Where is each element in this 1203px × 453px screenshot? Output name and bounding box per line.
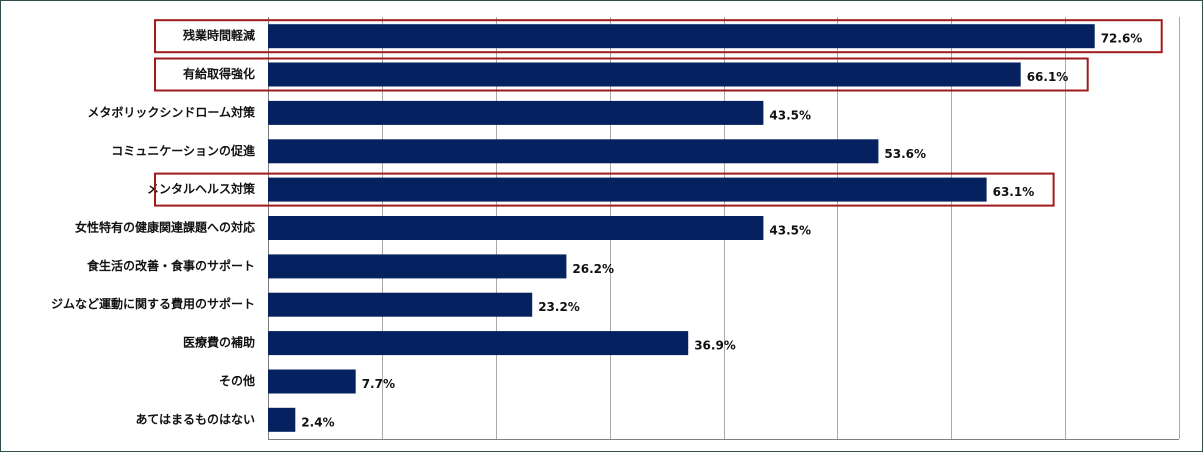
value-label: 2.4% bbox=[301, 415, 334, 429]
value-label: 26.2% bbox=[572, 262, 614, 276]
bar bbox=[268, 216, 764, 240]
category-label: メンタルヘルス対策 bbox=[147, 181, 256, 196]
bar bbox=[268, 177, 987, 202]
value-label: 43.5% bbox=[769, 108, 811, 122]
highlight-box bbox=[154, 172, 1055, 207]
category-labels: 残業時間軽減有給取得強化メタボリックシンドローム対策コミュニケーションの促進メン… bbox=[51, 28, 256, 427]
value-label: 72.6% bbox=[1101, 32, 1143, 46]
bar bbox=[268, 369, 356, 394]
bar bbox=[268, 139, 879, 164]
bar bbox=[268, 24, 1095, 49]
value-label: 23.2% bbox=[538, 300, 580, 314]
bar bbox=[268, 331, 689, 356]
category-label: 残業時間軽減 bbox=[183, 28, 255, 43]
value-label: 53.6% bbox=[884, 147, 926, 161]
value-label: 43.5% bbox=[769, 224, 811, 238]
category-label: その他 bbox=[219, 373, 255, 388]
category-label: 医療費の補助 bbox=[183, 335, 255, 350]
highlight-box bbox=[154, 19, 1163, 54]
value-label: 7.7% bbox=[362, 377, 395, 391]
category-label: 女性特有の健康関連課題への対応 bbox=[75, 220, 255, 235]
value-label: 36.9% bbox=[694, 339, 736, 353]
value-label: 66.1% bbox=[1027, 70, 1069, 84]
category-label: コミュニケーションの促進 bbox=[111, 143, 256, 158]
value-label: 63.1% bbox=[993, 185, 1035, 199]
category-label: 食生活の改善・食事のサポート bbox=[86, 258, 255, 273]
category-label: あてはまるものはない bbox=[135, 412, 255, 426]
bar bbox=[268, 407, 296, 432]
bar bbox=[268, 100, 764, 125]
bar bbox=[268, 62, 1021, 87]
highlight-box bbox=[154, 57, 1089, 92]
category-label: 有給取得強化 bbox=[183, 66, 255, 81]
category-label: ジムなど運動に関する費用のサポート bbox=[51, 296, 255, 311]
value-labels: 72.6% 66.1% 43.5% 53.6% 63.1% 43.5% 26.2% 23.2%… bbox=[301, 32, 1142, 430]
bar bbox=[268, 292, 533, 317]
category-label: メタボリックシンドローム対策 bbox=[87, 104, 256, 119]
bar bbox=[268, 254, 567, 279]
bars bbox=[268, 24, 1095, 432]
highlight-boxes bbox=[154, 19, 1163, 207]
